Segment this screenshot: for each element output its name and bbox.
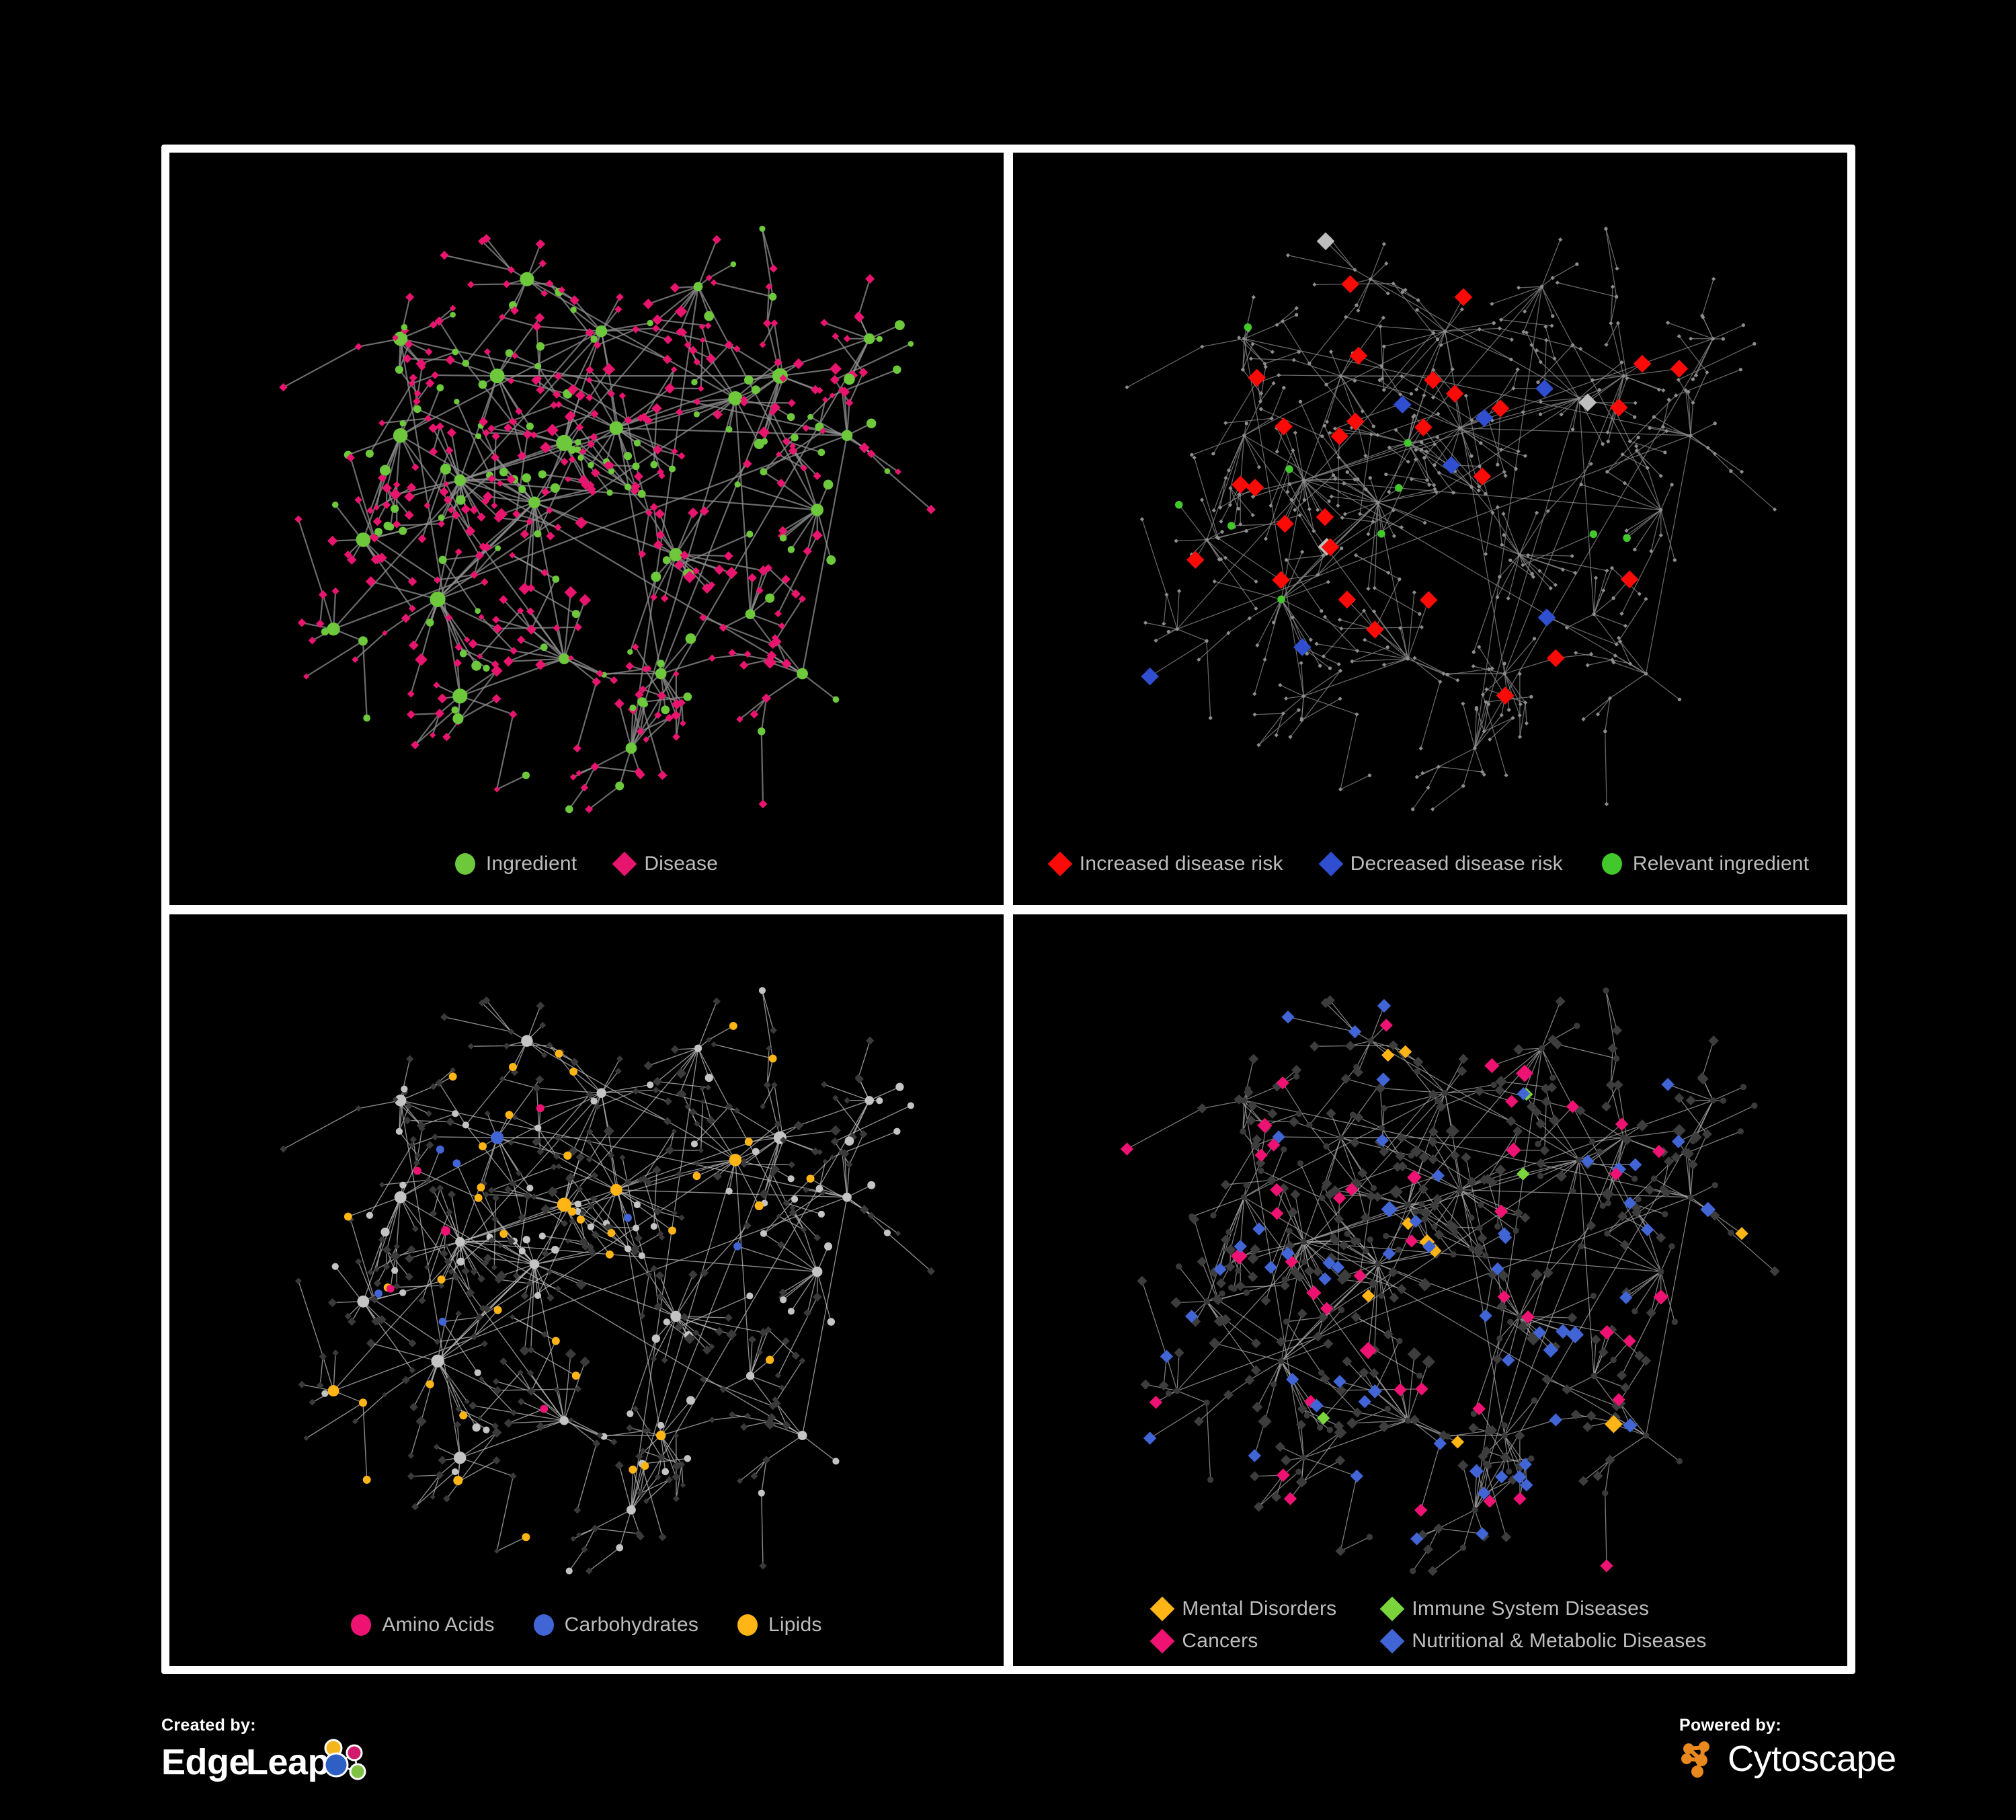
legend-item: Disease — [612, 851, 719, 876]
diamond-swatch-icon — [1379, 1628, 1405, 1654]
created-by-branding: Created by: Edge Leap — [161, 1716, 374, 1786]
network-graph-3 — [280, 986, 936, 1575]
legend-label: Cancers — [1182, 1630, 1258, 1652]
legend-item: Decreased disease risk — [1318, 851, 1563, 876]
legend-label: Decreased disease risk — [1350, 852, 1563, 875]
network-graph-2 — [1125, 227, 1777, 812]
diamond-swatch-icon — [1318, 851, 1344, 876]
network-canvas-3[interactable] — [169, 914, 1004, 1585]
legend-label: Ingredient — [485, 852, 577, 875]
legend-label: Mental Disorders — [1182, 1597, 1337, 1620]
legend-item: Lipids — [737, 1614, 822, 1636]
panel-ingredient-disease[interactable]: Ingredient Disease — [169, 153, 1004, 905]
cytoscape-logo[interactable]: Cytoscape — [1679, 1738, 1896, 1780]
legend-label: Nutritional & Metabolic Diseases — [1412, 1630, 1707, 1652]
circle-swatch-icon — [1601, 853, 1622, 875]
created-by-label: Created by: — [161, 1716, 256, 1735]
legend-label: Increased disease risk — [1079, 852, 1283, 875]
legend-label: Lipids — [768, 1614, 822, 1636]
legend-item: Relevant ingredient — [1601, 852, 1810, 875]
network-canvas-4[interactable] — [1013, 914, 1847, 1585]
legend-label: Relevant ingredient — [1632, 852, 1810, 875]
panel-nutrient-class[interactable]: Amino Acids Carbohydrates Lipids — [169, 914, 1004, 1666]
legend-item: Immune System Diseases — [1379, 1596, 1706, 1622]
edgeleap-logo[interactable]: Edge Leap — [161, 1738, 374, 1786]
edgeleap-nodes-icon — [323, 1739, 366, 1780]
cytoscape-wordmark: Cytoscape — [1728, 1739, 1896, 1779]
circle-swatch-icon — [454, 853, 475, 875]
legend-label: Immune System Diseases — [1412, 1597, 1650, 1620]
network-canvas-2[interactable] — [1013, 153, 1847, 823]
powered-by-branding: Powered by: Cytoscape — [1679, 1716, 1896, 1780]
legend-panel-4: Mental Disorders Immune System Diseases Ca… — [1013, 1584, 1847, 1666]
diamond-swatch-icon — [612, 851, 637, 876]
legend-label: Disease — [644, 852, 719, 875]
circle-swatch-icon — [737, 1614, 758, 1636]
legend-panel-3: Amino Acids Carbohydrates Lipids — [169, 1584, 1004, 1666]
legend-item: Cancers — [1150, 1628, 1336, 1654]
circle-swatch-icon — [351, 1614, 372, 1636]
network-graph-1 — [279, 225, 936, 814]
legend-item: Nutritional & Metabolic Diseases — [1379, 1628, 1707, 1654]
diamond-swatch-icon — [1047, 851, 1073, 876]
legend-item: Amino Acids — [351, 1614, 494, 1636]
cytoscape-icon — [1681, 1741, 1709, 1778]
legend-item: Carbohydrates — [533, 1614, 699, 1636]
circle-swatch-icon — [533, 1614, 554, 1636]
legend-item: Mental Disorders — [1150, 1596, 1337, 1622]
edgeleap-wordmark-edge: Edge — [161, 1742, 249, 1782]
panel-disease-class[interactable]: Mental Disorders Immune System Diseases Ca… — [1013, 914, 1847, 1666]
edgeleap-wordmark-leap: Leap — [246, 1742, 330, 1782]
diamond-swatch-icon — [1150, 1628, 1175, 1654]
diamond-swatch-icon — [1150, 1596, 1175, 1622]
network-graph-4 — [1120, 987, 1780, 1576]
legend-label: Carbohydrates — [564, 1614, 699, 1636]
panel-disease-risk[interactable]: Increased disease risk Decreased disease … — [1013, 153, 1847, 905]
legend-item: Increased disease risk — [1047, 851, 1283, 876]
legend-label: Amino Acids — [382, 1614, 495, 1636]
powered-by-label: Powered by: — [1679, 1716, 1781, 1735]
legend-item: Ingredient — [454, 852, 577, 875]
network-canvas-1[interactable] — [169, 153, 1004, 823]
diamond-swatch-icon — [1379, 1596, 1405, 1622]
legend-panel-2: Increased disease risk Decreased disease … — [1013, 823, 1847, 905]
legend-panel-1: Ingredient Disease — [169, 823, 1004, 905]
panel-grid: Ingredient Disease Increased disease risk… — [161, 145, 1855, 1674]
